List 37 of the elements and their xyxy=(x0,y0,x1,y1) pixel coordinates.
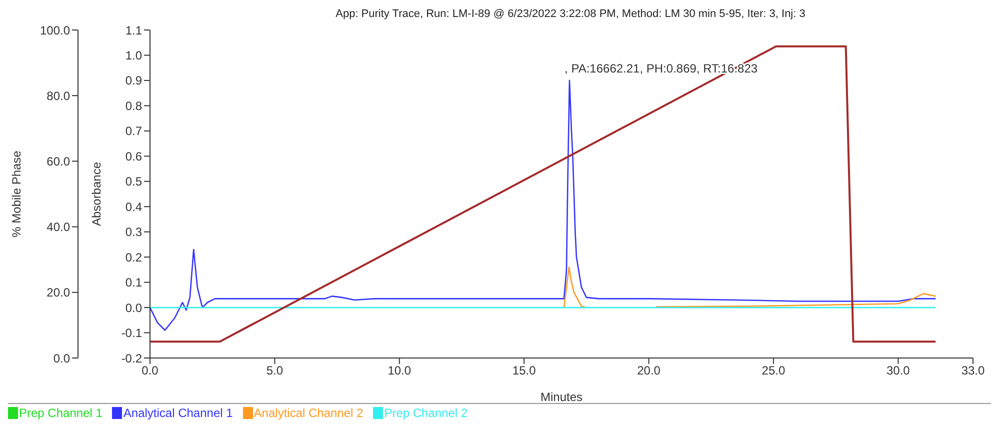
y-tick-label: 0.4 xyxy=(125,200,142,214)
y2-axis-title: % Mobile Phase xyxy=(9,150,24,238)
x-tick-label: 20.0 xyxy=(637,364,661,378)
x-tick-label: 30.0 xyxy=(886,364,910,378)
x-tick-label: 10.0 xyxy=(388,364,412,378)
y-tick-label: 0.0 xyxy=(125,300,142,315)
x-tick-label: 0.0 xyxy=(142,364,159,378)
x-tick-label: 25.0 xyxy=(762,364,786,378)
chart-title: App: Purity Trace, Run: LM-I-89 @ 6/23/2022 3:22:08 PM, Method: LM 30 min 5-95, Iter: 3, Inj: 3 xyxy=(334,8,806,20)
y-tick-label: 1.0 xyxy=(125,48,142,62)
x-tick-label: 33.0 xyxy=(961,364,985,378)
x-tick-label: 5.0 xyxy=(266,364,284,378)
y-tick-label: 0.1 xyxy=(125,276,142,290)
y2-tick-label: 40.0 xyxy=(46,220,70,234)
legend-label: Prep Channel 2 xyxy=(383,406,468,420)
line-series xyxy=(150,80,936,331)
y-tick-label: 0.6 xyxy=(125,149,142,164)
y-tick-label: -0.2 xyxy=(121,351,142,366)
y2-tick-label: 60.0 xyxy=(46,154,70,168)
y-tick-label: 0.7 xyxy=(125,124,142,138)
legend-label: Prep Channel 1 xyxy=(18,406,102,420)
y-tick-label: 0.5 xyxy=(125,174,142,189)
y-tick-label: 1.1 xyxy=(125,23,142,38)
legend-label: Analytical Channel 1 xyxy=(122,406,233,420)
y-tick-label: 0.3 xyxy=(125,225,142,240)
y-tick-label: 0.9 xyxy=(125,74,142,88)
y2-tick-label: 100.0 xyxy=(40,23,70,38)
y2-tick-label: 20.0 xyxy=(46,286,70,300)
x-axis-title: Minutes xyxy=(540,390,583,404)
y-axis-title: Absorbance xyxy=(89,162,104,226)
y2-tick-label: 80.0 xyxy=(46,88,70,103)
y2-tick-label: 0.0 xyxy=(53,351,70,366)
y-tick-label: -0.1 xyxy=(121,326,142,340)
legend-label: Analytical Channel 2 xyxy=(252,406,364,420)
x-tick-label: 15.0 xyxy=(512,364,536,378)
y-tick-label: 0.2 xyxy=(125,250,142,264)
y-tick-label: 0.8 xyxy=(125,98,142,113)
